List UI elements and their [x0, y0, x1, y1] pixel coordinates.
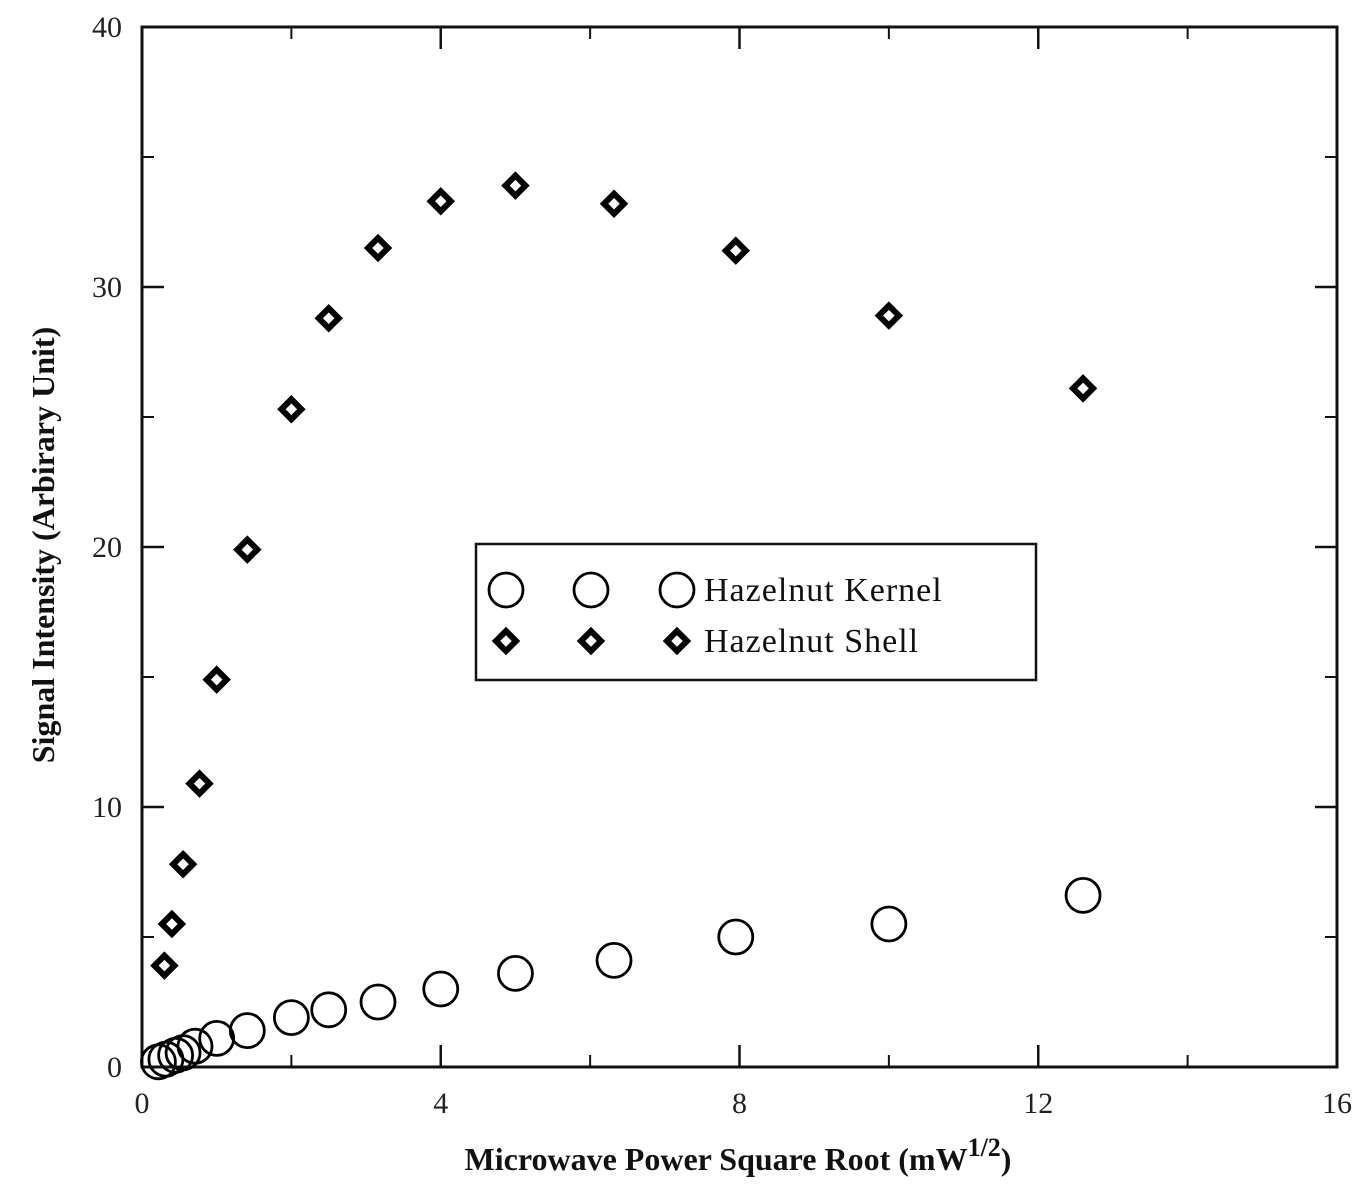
shell-point [157, 909, 187, 939]
x-axis-title-superscript: 1/2 [968, 1133, 1001, 1162]
legend-entry-kernel [487, 571, 696, 609]
legend-kernel-marker [572, 571, 610, 609]
kernel-point [497, 955, 534, 992]
legend-shell-marker [491, 626, 521, 656]
kernel-point [595, 942, 633, 979]
shell-point [168, 849, 198, 879]
legend: Hazelnut Kernel Hazelnut Shell [474, 542, 1038, 682]
kernel-point [422, 970, 460, 1008]
x-tick-label: 16 [1322, 1087, 1352, 1120]
shell-point [363, 233, 393, 263]
legend-kernel-marker [487, 571, 525, 609]
axis-tick-labels: 0 4 8 12 16 0 10 20 30 40 [92, 11, 1352, 1120]
shell-point [599, 189, 629, 219]
kernel-point [359, 983, 397, 1021]
axis-ticks [140, 25, 1339, 1069]
shell-point [1068, 374, 1098, 403]
x-tick-label: 4 [433, 1087, 448, 1120]
kernel-point [198, 1020, 236, 1057]
legend-shell-marker [576, 626, 606, 656]
shell-point [150, 951, 179, 980]
legend-shell-marker [662, 626, 692, 656]
legend-label-kernel: Hazelnut Kernel [704, 572, 943, 609]
shell-point [314, 303, 343, 333]
x-tick-label: 12 [1023, 1087, 1053, 1120]
shell-point [233, 535, 262, 564]
x-axis-title: Microwave Power Square Root (mW1/2) [465, 1133, 1012, 1177]
kernel-point [870, 905, 908, 943]
legend-box [474, 542, 1038, 682]
shell-point [501, 171, 530, 200]
kernel-point [272, 999, 310, 1036]
y-axis-title: Signal Intensity (Arbirary Unit) [25, 327, 61, 763]
kernel-point [1064, 877, 1102, 914]
legend-kernel-marker [658, 571, 696, 609]
y-tick-label: 30 [92, 271, 122, 304]
y-tick-label: 20 [92, 531, 122, 564]
kernel-point [176, 1027, 214, 1065]
shell-point [277, 394, 306, 424]
kernel-point [310, 991, 348, 1029]
kernel-point [228, 1012, 266, 1049]
x-axis-title-close: ) [1001, 1141, 1012, 1177]
shell-point [185, 769, 214, 798]
shell-point [721, 236, 751, 265]
shell-point [202, 665, 231, 694]
legend-label-shell: Hazelnut Shell [704, 623, 919, 660]
y-tick-label: 40 [92, 11, 122, 44]
legend-entry-shell [491, 626, 692, 656]
y-tick-label: 0 [107, 1051, 122, 1084]
x-axis-title-main: Microwave Power Square Root (mW [465, 1141, 968, 1177]
x-tick-label: 0 [135, 1087, 150, 1120]
series-hazelnut-shell [150, 171, 1098, 980]
shell-point [426, 186, 455, 216]
kernel-point [717, 918, 755, 956]
x-tick-label: 8 [732, 1087, 747, 1120]
series-hazelnut-kernel [140, 877, 1102, 1081]
data-markers [140, 171, 1102, 1081]
shell-point [874, 301, 904, 330]
y-tick-label: 10 [92, 791, 122, 824]
